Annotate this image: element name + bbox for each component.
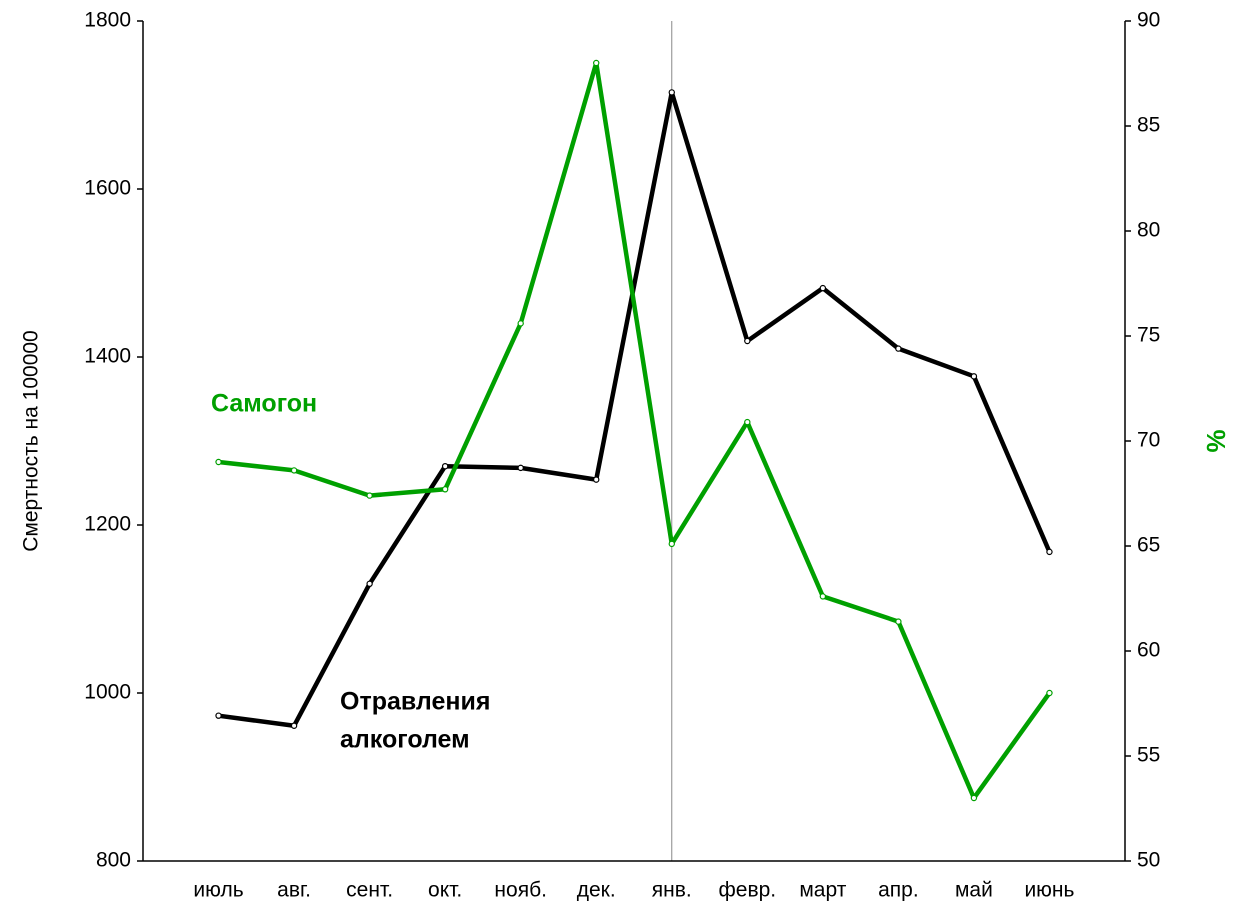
data-point xyxy=(366,492,373,499)
y2-tick-label: 75 xyxy=(1137,324,1160,347)
y-axis-label: Смертность на 100000 xyxy=(20,330,43,551)
series-line xyxy=(218,60,1052,801)
x-tick-label: дек. xyxy=(577,879,616,902)
data-point xyxy=(593,59,600,67)
x-tick-label: сент. xyxy=(346,879,393,902)
data-point xyxy=(895,345,902,352)
data-point xyxy=(441,463,449,470)
data-point xyxy=(744,418,751,426)
data-point xyxy=(517,464,524,472)
x-tick-label: авг. xyxy=(277,879,311,902)
data-point xyxy=(290,722,298,729)
data-point xyxy=(366,580,373,588)
data-point xyxy=(1046,548,1053,556)
y2-tick-label: 65 xyxy=(1137,534,1160,557)
data-point xyxy=(290,467,298,474)
series-label: Самогон xyxy=(211,390,317,418)
x-tick-label: апр. xyxy=(878,879,919,902)
y2-tick-label: 50 xyxy=(1137,849,1160,872)
y2-tick-label: 85 xyxy=(1137,114,1160,137)
data-point xyxy=(441,486,449,493)
data-point xyxy=(668,540,675,548)
data-point xyxy=(215,712,222,719)
data-point xyxy=(1046,689,1053,697)
y2-tick-label: 60 xyxy=(1137,639,1160,662)
y2-tick-label: 80 xyxy=(1137,219,1160,242)
data-point xyxy=(970,794,978,802)
data-point xyxy=(895,618,902,625)
data-point xyxy=(970,373,978,380)
x-tick-label: февр. xyxy=(718,879,776,902)
series-label: алкоголем xyxy=(340,726,470,754)
data-point xyxy=(593,476,600,483)
data-point xyxy=(819,284,827,292)
y2-axis-label: % xyxy=(1201,429,1231,452)
x-tick-label: нояб. xyxy=(494,879,547,902)
series-label: Отравления xyxy=(340,688,490,716)
y-tick-label: 1600 xyxy=(84,177,131,200)
data-point xyxy=(668,89,675,96)
y-tick-label: 1200 xyxy=(84,513,131,536)
y2-tick-label: 90 xyxy=(1137,9,1160,32)
y-tick-label: 1400 xyxy=(84,345,131,368)
x-tick-label: июль xyxy=(193,879,243,902)
series-line xyxy=(218,90,1052,729)
y-tick-label: 1800 xyxy=(84,9,131,32)
x-tick-label: май xyxy=(955,879,993,902)
x-tick-label: июнь xyxy=(1024,879,1074,902)
y2-tick-label: 70 xyxy=(1137,429,1160,452)
y2-tick-label: 55 xyxy=(1137,744,1160,767)
x-tick-label: март xyxy=(799,879,846,902)
data-point xyxy=(819,593,827,600)
data-point xyxy=(744,337,751,345)
data-point xyxy=(215,458,222,466)
y-tick-label: 800 xyxy=(96,849,131,872)
y-tick-label: 1000 xyxy=(84,681,131,704)
x-tick-label: янв. xyxy=(652,879,692,902)
x-tick-label: окт. xyxy=(428,879,462,902)
data-point xyxy=(517,320,524,327)
